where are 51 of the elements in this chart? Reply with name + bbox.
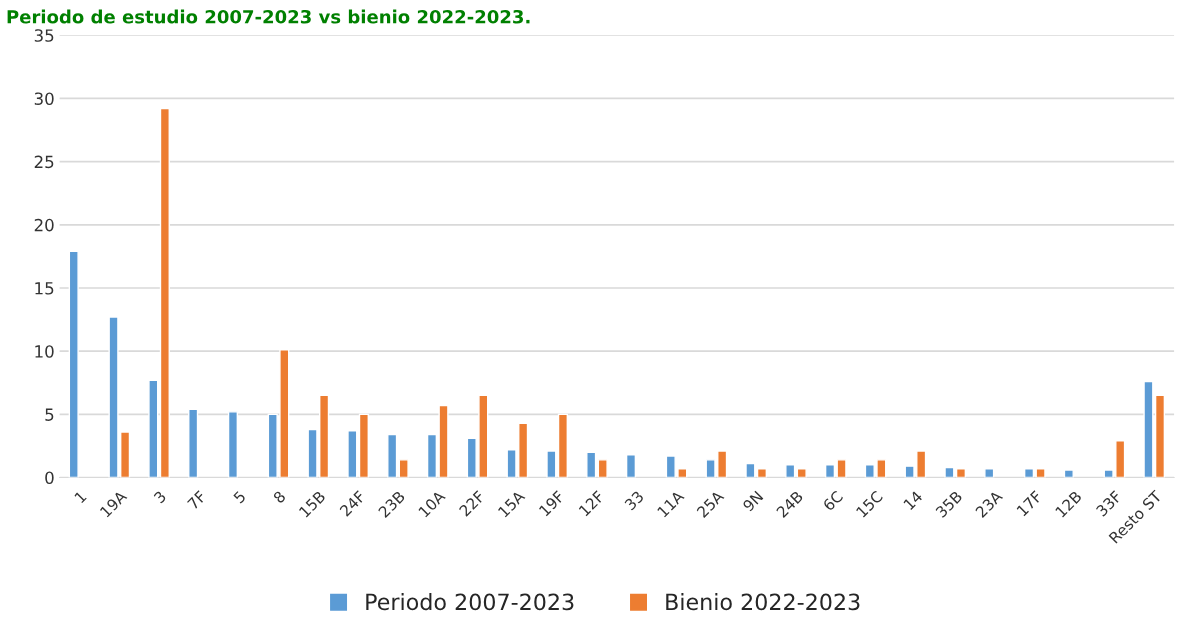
bar (955, 468, 967, 478)
y-tick-label: 25 (34, 155, 54, 169)
y-tick-label: 10 (35, 345, 54, 358)
bar (546, 450, 557, 478)
y-tick-label: 15 (35, 282, 54, 295)
bar (68, 250, 79, 478)
x-tick-label: 1 (74, 490, 87, 504)
x-tick-label: 14 (903, 490, 923, 511)
legend-label: Bienio 2022-2023 (666, 593, 860, 611)
x-tick-label: 7F (187, 490, 207, 510)
x-tick-label: 8 (272, 490, 287, 504)
bar (785, 464, 796, 478)
bar (398, 459, 409, 478)
x-tick-label: 33 (624, 490, 645, 511)
x-tick-label: 10A (417, 489, 447, 518)
x-tick-label: 23A (974, 489, 1004, 519)
y-tick-label: 30 (34, 92, 54, 106)
x-tick-label: 25A (696, 489, 725, 519)
x-tick-label: 5 (233, 490, 247, 504)
bar (944, 466, 955, 478)
bar (1035, 468, 1046, 478)
y-tick-label: 20 (34, 218, 54, 232)
x-tick-label: 15A (497, 489, 526, 518)
bar (796, 468, 807, 478)
bar (557, 413, 568, 478)
bar (358, 413, 369, 478)
bar (227, 411, 239, 478)
bar (1063, 469, 1074, 478)
y-tick-label: 5 (45, 408, 54, 421)
legend-label: Periodo 2007-2023 (366, 593, 574, 611)
y-tick-label: 0 (45, 471, 54, 485)
bar (586, 451, 597, 478)
x-tick-label: 19A (99, 489, 128, 518)
x-tick-label: 3 (153, 490, 167, 504)
x-tick-label: 6C (822, 490, 844, 512)
bar (625, 454, 637, 478)
bar (984, 468, 995, 478)
bar (597, 459, 608, 478)
x-tick-label: 12B (1054, 490, 1083, 518)
bar (159, 107, 170, 478)
x-tick-label: 11A (656, 489, 685, 518)
chart-title: Periodo de estudio 2007-2023 vs bienio 2022-2023. (7, 9, 530, 24)
bar (756, 468, 768, 478)
bar (1023, 468, 1035, 478)
bar (745, 462, 756, 478)
bar (188, 408, 199, 478)
bar (347, 430, 358, 478)
x-tick-label: 9N (742, 490, 764, 512)
bar (387, 433, 398, 478)
bar (148, 379, 159, 478)
y-tick-label: 35 (34, 29, 54, 42)
